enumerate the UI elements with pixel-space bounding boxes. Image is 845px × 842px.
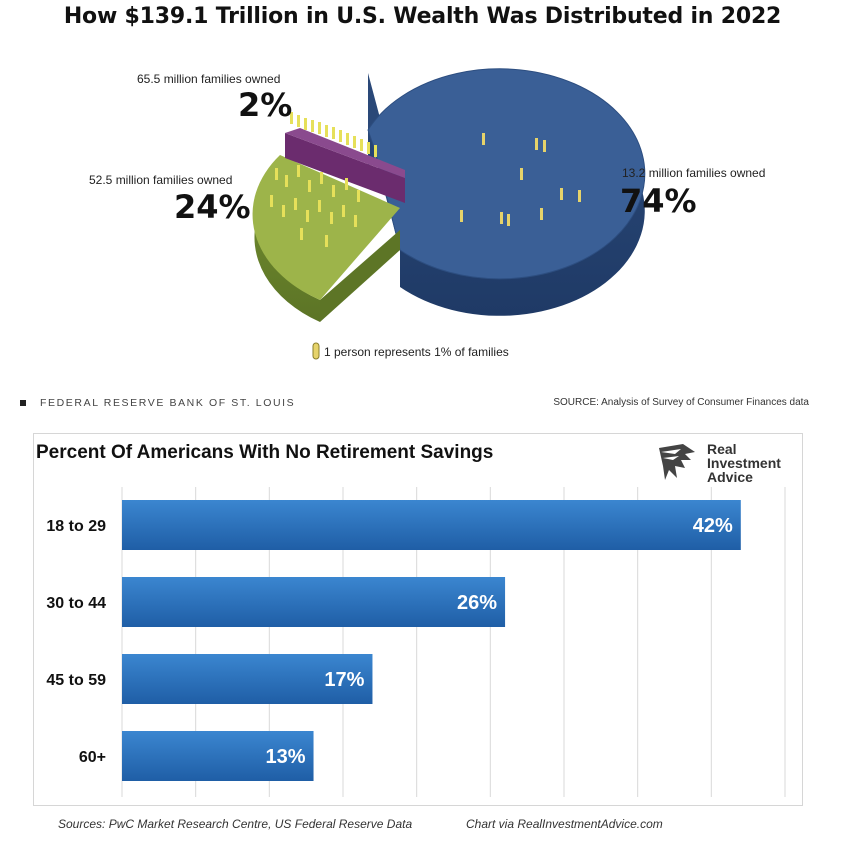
credit-bullet (20, 400, 26, 406)
bar-18-to-29 (122, 500, 741, 550)
bar-chart-title: Percent Of Americans With No Retirement … (36, 442, 494, 463)
eagle-logo-icon (659, 444, 695, 480)
bar-value-label: 26% (457, 592, 497, 614)
category-label: 30 to 44 (46, 595, 106, 612)
bar-value-label: 42% (693, 515, 733, 537)
fed-credit: FEDERAL RESERVE BANK OF ST. LOUIS (40, 397, 296, 409)
bars (122, 500, 741, 781)
sources-footer: Sources: PwC Market Research Centre, US … (58, 817, 413, 831)
bar-value-label: 17% (324, 669, 364, 691)
slice-label-74: 13.2 million families owned (622, 166, 766, 180)
person-legend-icon (312, 342, 320, 360)
slice-pct-24: 24% (174, 188, 251, 226)
category-labels: 18 to 29 30 to 44 45 to 59 60+ (46, 518, 106, 766)
bar-value-labels: 42% 26% 17% 13% (266, 515, 734, 768)
bar-value-label: 13% (266, 746, 306, 768)
logo: Real Investment Advice (655, 438, 800, 486)
slice-label-24: 52.5 million families owned (89, 173, 233, 187)
pie-slice-24 (252, 155, 400, 322)
slice-pct-74: 74% (620, 182, 697, 220)
category-label: 45 to 59 (46, 672, 106, 689)
logo-text-2: Investment (707, 455, 781, 471)
pie-source-note: SOURCE: Analysis of Survey of Consumer F… (553, 397, 809, 408)
slice-label-2: 65.5 million families owned (137, 72, 281, 86)
bar-60plus (122, 731, 314, 781)
logo-text-3: Advice (707, 469, 753, 485)
category-label: 18 to 29 (46, 518, 106, 535)
pie-chart-title: How $139.1 Trillion in U.S. Wealth Was D… (63, 4, 782, 29)
bar-30-to-44 (122, 577, 506, 627)
category-label: 60+ (79, 749, 106, 766)
slice-pct-2: 2% (238, 86, 293, 124)
pie-slice-2 (285, 128, 405, 203)
pie-legend-note: 1 person represents 1% of families (324, 345, 509, 359)
people-icons-blue (460, 133, 581, 226)
chart-via-footer: Chart via RealInvestmentAdvice.com (466, 817, 663, 831)
people-icons-yellow (270, 112, 377, 247)
bar-45-to-59 (122, 654, 373, 704)
pie-chart (252, 68, 646, 360)
logo-text-1: Real (707, 441, 737, 457)
